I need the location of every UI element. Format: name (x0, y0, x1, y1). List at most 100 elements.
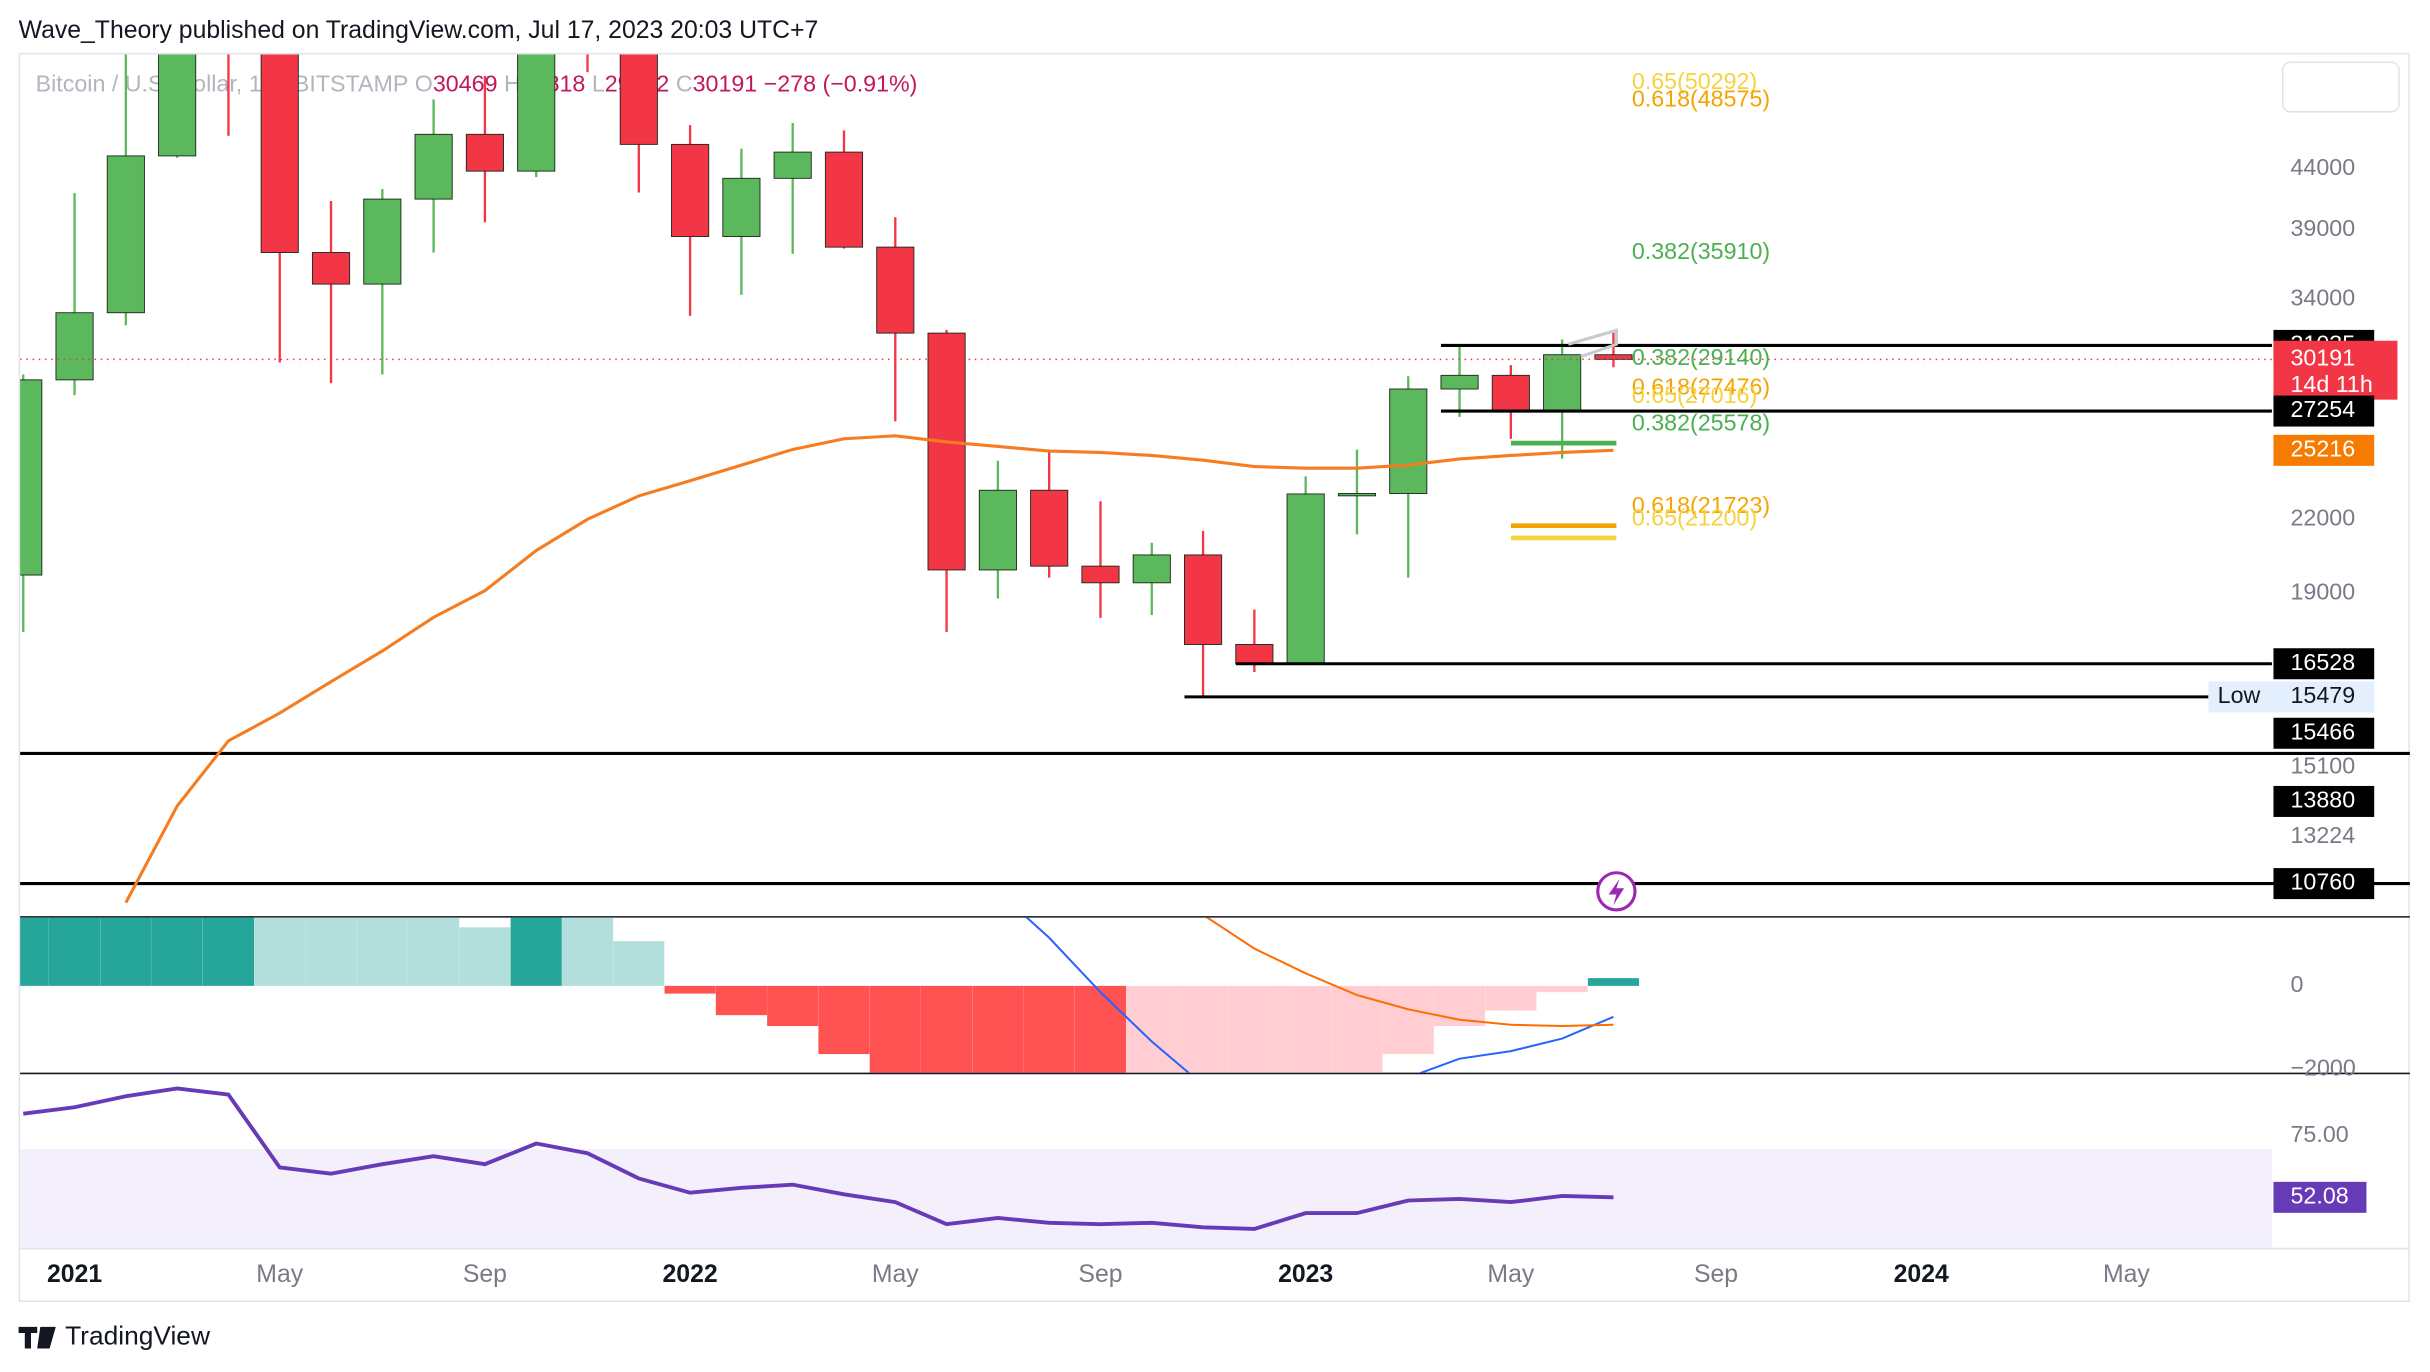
candle-body (1184, 554, 1223, 645)
fib-label: 0.65(21200) (1632, 505, 1757, 531)
candle-body (363, 198, 402, 285)
x-tick-label: Sep (463, 1261, 507, 1288)
price-label-box (2273, 648, 2375, 680)
trend-sketch (1567, 328, 1618, 359)
fib-label: 0.618(27476) (1632, 373, 1770, 399)
price-label: 25216 (2291, 435, 2356, 461)
scale-box (2273, 785, 2375, 817)
x-tick-label: May (872, 1261, 919, 1288)
low-label-prefix: Low (2218, 682, 2261, 708)
macd-histogram-bar (20, 917, 49, 986)
macd-histogram-bar (151, 917, 203, 986)
fib-label: 0.618(21723) (1632, 492, 1770, 518)
y-tick-label: 44000 (2291, 154, 2356, 180)
macd-histogram-bar (48, 917, 101, 986)
rsi-pane (20, 1086, 2272, 1248)
y-tick-label: 19000 (2291, 578, 2356, 604)
x-tick-label: Sep (1694, 1261, 1738, 1288)
macd-pane (20, 917, 1640, 1073)
macd-histogram-bar (767, 985, 819, 1027)
countdown: 14d 11h (2291, 371, 2373, 397)
low-label-value: 15479 (2291, 682, 2356, 708)
fib-label: 0.65(27016) (1632, 382, 1757, 408)
fib-label: 0.382(29140) (1632, 344, 1770, 370)
candle-body (824, 151, 864, 248)
candle-body (773, 151, 812, 179)
fib-label: 0.382(25578) (1632, 410, 1770, 436)
macd-histogram-bar (1126, 985, 1178, 1073)
macd-histogram-bar (1536, 985, 1588, 993)
candle-body (414, 133, 453, 200)
x-tick-label: May (256, 1261, 303, 1288)
candle-body (619, 54, 658, 145)
low-label-box (2208, 681, 2375, 713)
macd-histogram-bar (202, 917, 255, 986)
x-tick-label: 2021 (47, 1261, 102, 1288)
macd-histogram-bar (1382, 985, 1434, 1055)
scale-box (2273, 717, 2375, 749)
macd-histogram-bar (254, 917, 306, 986)
scale-box-label: 15466 (2291, 718, 2356, 744)
symbol: Bitcoin / U.S. Dollar, 1M, BITSTAMP (36, 71, 409, 97)
candle-body (1030, 489, 1069, 567)
macd-histogram-bar (408, 917, 460, 986)
ohlc-label: O (415, 71, 433, 97)
macd-histogram-bar (1485, 985, 1537, 1011)
rsi-value-box (2273, 1181, 2367, 1213)
candle-body (1543, 354, 1582, 413)
macd-histogram-bar (664, 985, 716, 994)
candle-body (158, 54, 197, 157)
toolbar-button[interactable] (2281, 61, 2400, 113)
price-label: 16528 (2291, 649, 2356, 675)
scale-box-label: 10760 (2291, 869, 2356, 895)
candle-body (1081, 565, 1120, 584)
candle-body (55, 312, 94, 381)
macd-histogram-bar (1074, 985, 1127, 1073)
scale-box-label: 13880 (2291, 787, 2356, 813)
fib-label: 0.382(35910) (1632, 238, 1770, 264)
macd-histogram-bar (1023, 985, 1075, 1073)
x-tick-label: 2023 (1278, 1261, 1333, 1288)
rsi-tick-label: 75.00 (2291, 1121, 2349, 1147)
candle-body (671, 143, 710, 237)
rsi-band (20, 1149, 2272, 1248)
x-tick-label: Sep (1078, 1261, 1122, 1288)
overlay: 44000 39000 34000 22000 19000 2021 May Sep 2022 M… (47, 68, 2398, 1288)
ohlc-value: 30191 (693, 71, 758, 97)
y-tick-label: 34000 (2291, 284, 2356, 310)
candle-body (311, 252, 351, 285)
ohlc-label: L (592, 71, 605, 97)
candle-body (260, 54, 299, 253)
change: −278 (−0.91%) (764, 71, 918, 97)
macd-histogram-bar (459, 927, 511, 986)
logo-mark (18, 1326, 56, 1349)
candle-body (1132, 554, 1171, 584)
macd-histogram-bar (561, 917, 614, 986)
macd-histogram-bar (100, 917, 152, 986)
price-label-box (2273, 434, 2375, 466)
candle-body (876, 246, 915, 334)
candle-body (1286, 493, 1325, 664)
macd-histogram-bar (715, 985, 767, 1016)
macd-tick-label: 0 (2291, 971, 2304, 997)
alert-bolt (1608, 878, 1625, 906)
scale-text: 15100 (2291, 753, 2356, 779)
macd-histogram-bar (921, 985, 973, 1073)
candle-body (978, 489, 1017, 571)
price-pane (20, 54, 2272, 904)
macd-histogram-bar (510, 917, 562, 986)
publisher: Wave_Theory published on TradingView.com… (19, 17, 819, 44)
scale-box (2273, 868, 2375, 900)
candle-body (1389, 388, 1428, 494)
price-label: 27254 (2291, 396, 2356, 422)
ema-line (124, 434, 1614, 904)
macd-histogram-bar (818, 985, 870, 1055)
x-tick-label: May (2103, 1261, 2150, 1288)
macd-tick-label: −2000 (2291, 1055, 2356, 1081)
candle-body (927, 332, 966, 571)
candle-body (517, 54, 556, 172)
fib-label: 0.65(50292) (1632, 68, 1757, 94)
macd-histogram-bar (1280, 985, 1332, 1073)
